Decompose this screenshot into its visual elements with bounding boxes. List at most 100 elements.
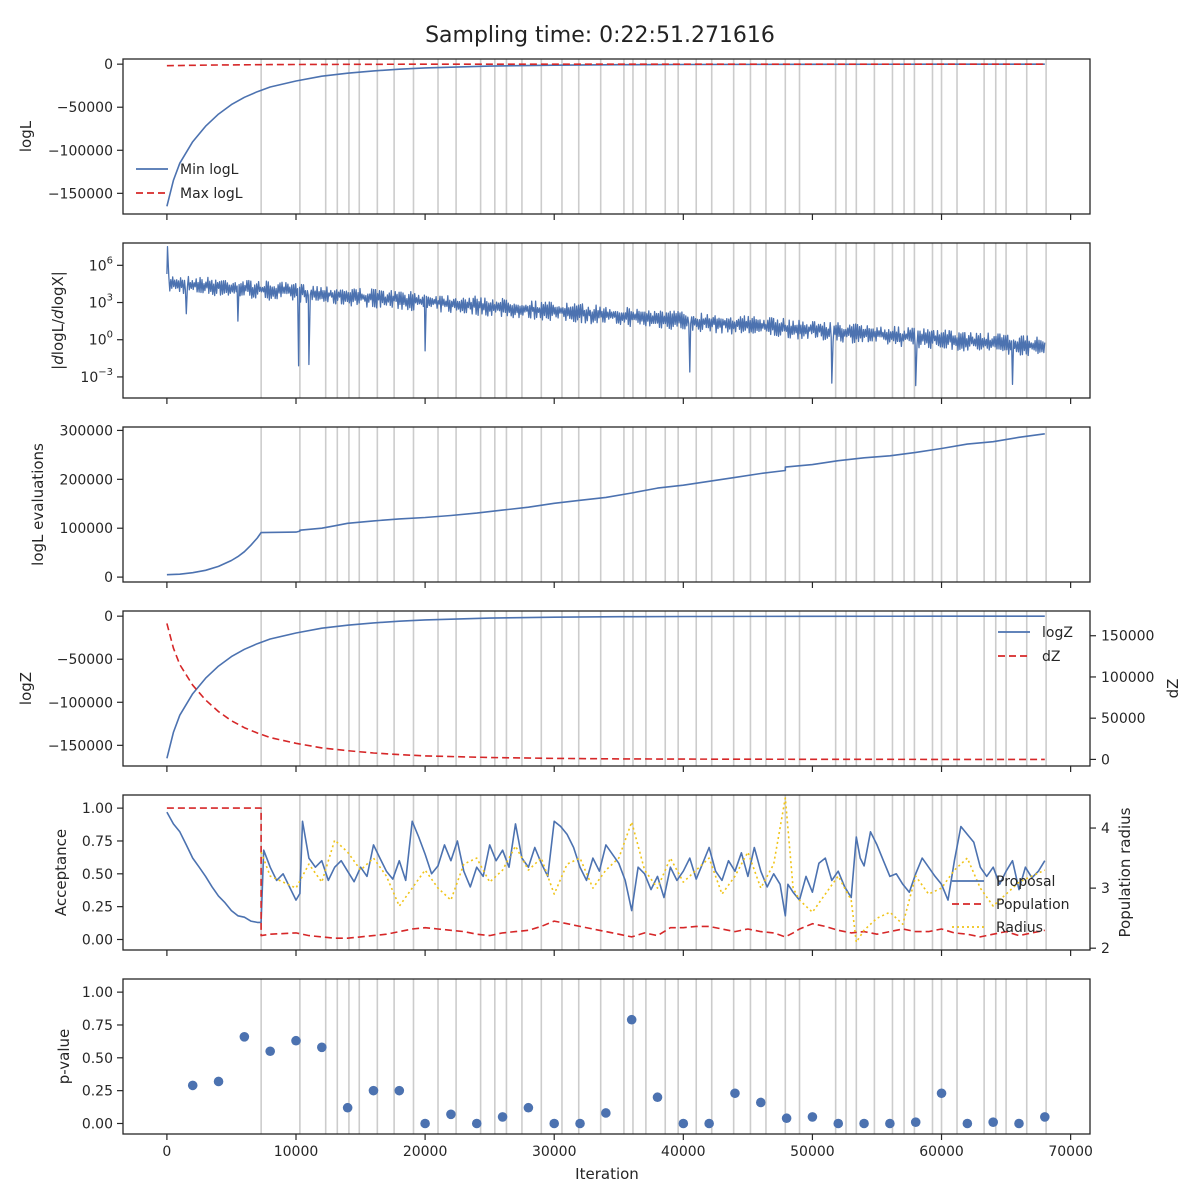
pvalue-point — [781, 1113, 792, 1124]
y-tick-label: 103 — [89, 293, 113, 312]
y-axis-label: |dlogL/dlogX| — [49, 271, 67, 370]
pvalue-point — [213, 1076, 224, 1087]
pvalue-point — [962, 1118, 973, 1129]
y-axis-label: logZ — [17, 672, 35, 705]
y-tick-label: 0.75 — [82, 1018, 113, 1034]
figure-title: Sampling time: 0:22:51.271616 — [425, 23, 775, 48]
y-tick-label: 0.25 — [82, 900, 113, 916]
pvalue-point — [471, 1118, 482, 1129]
y-axis-label: logL evaluations — [29, 443, 47, 566]
legend-label: Population — [996, 897, 1070, 913]
pvalue-point — [342, 1102, 353, 1113]
pvalue-point — [859, 1118, 869, 1129]
y2-axis-label: Population radius — [1116, 807, 1134, 937]
x-tick-label: 20000 — [403, 1144, 448, 1160]
pvalue-point — [394, 1085, 405, 1096]
y2-tick-label: 3 — [1101, 881, 1110, 897]
y-tick-label: 100 — [89, 330, 113, 349]
population-line — [166, 807, 1045, 940]
y-tick-label: 0.75 — [82, 834, 113, 850]
panel-2: 106 103 100 10−3 |dlogL/dlogX| — [49, 242, 1091, 404]
derivative-line — [166, 246, 1046, 387]
y2-axis-label: dZ — [1164, 679, 1182, 699]
y-tick-label: 0.00 — [82, 932, 113, 948]
x-tick-label: 60000 — [919, 1144, 964, 1160]
panel-3: 0 100000 200000 300000 logL evaluations — [29, 423, 1091, 588]
y-tick-label: −100000 — [48, 695, 113, 711]
panel-5: 0.00 0.25 0.50 0.75 1.00 2 3 4 Acceptance Populat… — [52, 794, 1134, 957]
y-tick-label: −150000 — [48, 186, 113, 202]
pvalue-point — [187, 1080, 198, 1091]
legend-label: Min logL — [180, 162, 239, 178]
max-logl-line — [166, 63, 1045, 67]
plot-area — [166, 243, 1047, 398]
pvalue-point — [885, 1118, 895, 1129]
series-line — [166, 433, 1045, 576]
y-tick-label: −150000 — [48, 738, 113, 754]
axes-frame — [122, 978, 1091, 1135]
legend-label: logZ — [1042, 625, 1073, 641]
pvalue-point — [730, 1088, 740, 1099]
x-tick-label: 0 — [162, 1144, 171, 1160]
pvalue-point — [807, 1112, 818, 1122]
pvalue-point — [317, 1042, 327, 1053]
y-tick-label: 0.50 — [82, 1051, 113, 1067]
legend: logZ dZ — [998, 625, 1073, 665]
pvalue-point — [755, 1097, 766, 1108]
panels: 0 −50000 −100000 −150000 logL Min logL Max log… — [17, 57, 1182, 1160]
pvalue-point — [833, 1118, 844, 1129]
min-logl-line — [166, 63, 1045, 207]
pvalue-point — [420, 1118, 430, 1129]
y-tick-label: 200000 — [60, 472, 113, 488]
panel-1: 0 −50000 −100000 −150000 logL Min logL Max log… — [17, 57, 1091, 220]
y2-tick-label: 100000 — [1101, 670, 1154, 686]
pvalue-point — [575, 1118, 585, 1129]
y2-tick-label: 50000 — [1101, 711, 1146, 727]
y2-tick-label: 4 — [1101, 821, 1110, 837]
plot-area — [166, 611, 1047, 766]
pvalue-point — [678, 1118, 689, 1129]
y-tick-label: 106 — [89, 255, 113, 274]
y-tick-label: 1.00 — [82, 801, 113, 817]
pvalue-point — [601, 1108, 611, 1118]
y-tick-label: 300000 — [60, 423, 113, 439]
pvalue-point — [626, 1014, 637, 1025]
pvalue-point — [549, 1118, 560, 1129]
y-tick-label: 1.00 — [82, 985, 113, 1001]
pvalue-point — [936, 1088, 947, 1099]
radius-line — [260, 797, 1046, 944]
axes-frame — [122, 242, 1091, 399]
y2-tick-label: 0 — [1101, 752, 1110, 768]
x-axis-label: Iteration — [575, 1165, 639, 1183]
legend-label: dZ — [1042, 649, 1060, 665]
logz-line — [166, 615, 1045, 759]
x-tick-label: 40000 — [661, 1144, 706, 1160]
legend-label: Radius — [996, 920, 1043, 936]
pvalue-point — [446, 1109, 456, 1120]
y-axis-label: Acceptance — [52, 829, 70, 916]
pvalue-point — [291, 1035, 301, 1046]
pvalue-point — [239, 1031, 250, 1042]
y-axis-label: p-value — [55, 1029, 73, 1085]
legend: Proposal Population Radius — [952, 874, 1070, 936]
axes-frame — [122, 610, 1091, 767]
legend-label: Max logL — [180, 186, 243, 202]
pvalue-point — [265, 1046, 275, 1057]
y-tick-label: −100000 — [48, 143, 113, 159]
axes-frame — [122, 58, 1091, 215]
y-tick-label: −50000 — [57, 652, 113, 668]
y-tick-label: 0 — [104, 57, 113, 73]
y-tick-label: 10−3 — [80, 367, 113, 386]
y-tick-label: 0 — [104, 570, 113, 586]
x-tick-label: 30000 — [532, 1144, 577, 1160]
panel-4: 0 −50000 −100000 −150000 0 50000 100000 150000 l… — [17, 609, 1182, 772]
x-tick-label: 10000 — [274, 1144, 319, 1160]
y-axis-label: logL — [17, 120, 35, 152]
pvalue-point — [988, 1117, 998, 1127]
y-tick-label: 0.25 — [82, 1084, 113, 1100]
panel-6: 0 10000 20000 30000 40000 50000 60000 70000 0.00… — [55, 978, 1093, 1160]
y2-tick-label: 150000 — [1101, 629, 1154, 645]
plot-area — [166, 795, 1047, 950]
pvalue-point — [1040, 1112, 1050, 1122]
